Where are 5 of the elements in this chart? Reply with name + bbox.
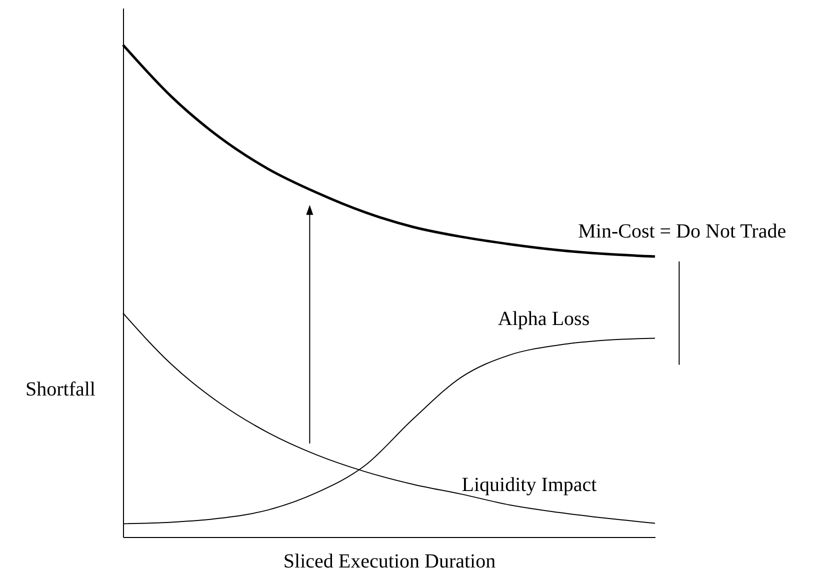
series-label: Alpha Loss <box>498 308 590 330</box>
series-label: Liquidity Impact <box>462 474 598 496</box>
annotation: Min-Cost = Do Not Trade <box>578 220 786 243</box>
y-axis-title: Shortfall <box>26 378 96 400</box>
x-axis-title: Sliced Execution Duration <box>283 550 496 572</box>
